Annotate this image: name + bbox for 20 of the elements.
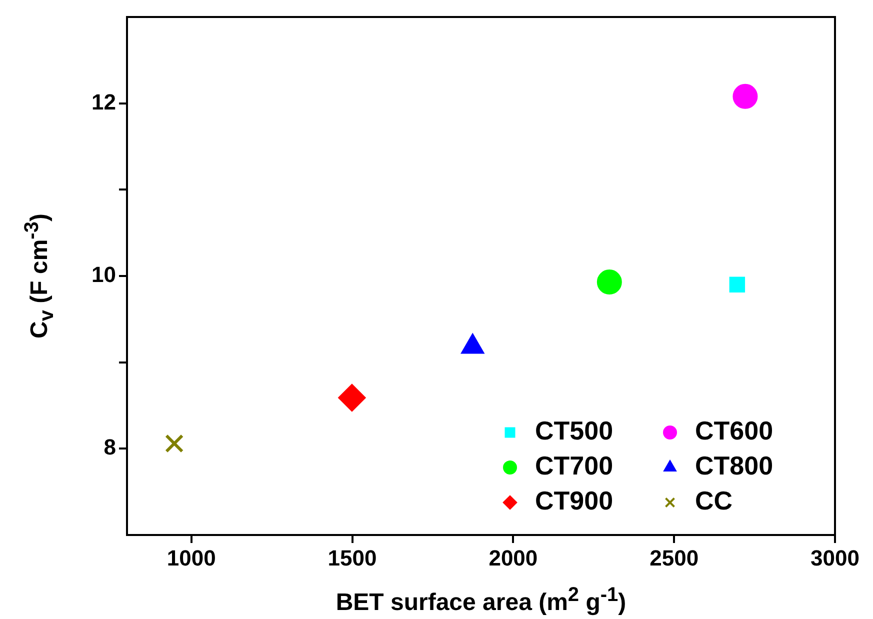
x-tick-label: 1000 [166,545,216,570]
y-tick-label: 10 [92,262,116,288]
point [596,270,622,295]
x-tick-label: 2500 [650,545,699,570]
x-tick-label: 2000 [488,545,538,570]
x-tick-label: 3000 [810,545,860,570]
legend-label: CT800 [695,450,774,481]
x-axis-title: BET surface area (m$^{2}$ g$^{-1}$) [334,584,628,617]
y-tick-label: 8 [104,434,116,460]
legend-label: CC [695,486,733,516]
legend-label: CT600 [695,416,774,446]
legend-label: CT500 [535,416,614,446]
point [729,276,746,292]
point [165,434,184,453]
point [732,84,758,109]
legend-label: CT700 [535,450,614,481]
x-tick-label: 1500 [328,545,377,570]
legend-label: CT900 [535,486,614,516]
point [338,384,366,412]
y-tick-label: 12 [92,89,116,114]
